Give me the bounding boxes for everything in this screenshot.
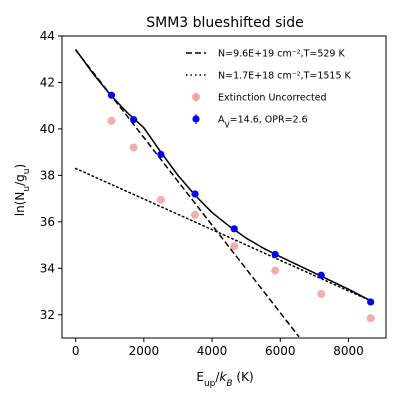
legend-entry: Extinction Uncorrected: [192, 92, 327, 104]
y-tick-label: 38: [40, 168, 55, 182]
uncorrected-point: [191, 210, 200, 219]
series-line-2: [75, 49, 371, 302]
y-tick-label: 40: [40, 122, 55, 136]
uncorrected-point: [271, 266, 280, 275]
axes-frame: [61, 35, 387, 339]
series-line-1: [74, 167, 372, 302]
x-axis-title: Eup/kB (K): [196, 370, 253, 389]
corrected-point: [157, 150, 165, 159]
x-tick-label: 4000: [197, 344, 228, 358]
legend-label: N=9.6E+19 cm⁻²,T=529 K: [218, 49, 345, 60]
legend-label: N=1.7E+18 cm⁻²,T=1515 K: [218, 71, 352, 82]
legend-label: Extinction Uncorrected: [218, 93, 327, 104]
uncorrected-point: [317, 289, 326, 298]
x-tick-label: 8000: [333, 344, 364, 358]
uncorrected-point: [156, 195, 165, 204]
plot-area: [74, 49, 375, 338]
corrected-point: [230, 225, 238, 233]
chart-title: SMM3 blueshifted side: [146, 15, 304, 31]
x-tick-label: 0: [72, 344, 80, 358]
corrected-point: [271, 250, 279, 258]
uncorrected-point: [129, 143, 138, 152]
x-tick-label: 6000: [265, 344, 296, 358]
legend-entry: N=1.7E+18 cm⁻²,T=1515 K: [186, 71, 352, 82]
corrected-point: [130, 116, 138, 124]
y-tick-label: 32: [40, 308, 55, 322]
series-line-0: [75, 49, 300, 338]
legend-entry: AV=14.6, OPR=2.6: [192, 114, 308, 130]
legend: N=9.6E+19 cm⁻²,T=529 K N=1.7E+18 cm⁻²,T=1…: [186, 49, 352, 130]
legend-entry: N=9.6E+19 cm⁻²,T=529 K: [186, 49, 345, 60]
corrected-point: [191, 190, 199, 198]
y-axis-title: ln(Nu/gu): [13, 164, 32, 216]
y-tick-label: 42: [40, 75, 55, 89]
y-tick-label: 34: [40, 261, 55, 275]
x-tick-label: 2000: [129, 344, 160, 358]
uncorrected-point: [366, 314, 375, 323]
y-tick-label: 44: [40, 29, 55, 43]
corrected-point: [317, 271, 325, 279]
corrected-point: [107, 91, 116, 99]
uncorrected-point: [230, 242, 239, 251]
corrected-point: [367, 298, 375, 306]
uncorrected-point: [107, 116, 116, 125]
y-tick-label: 36: [40, 215, 55, 229]
legend-label: AV=14.6, OPR=2.6: [218, 115, 308, 130]
axes: 0 2000 4000 6000 8000 32 34 36 38 40 42 44: [40, 29, 387, 358]
